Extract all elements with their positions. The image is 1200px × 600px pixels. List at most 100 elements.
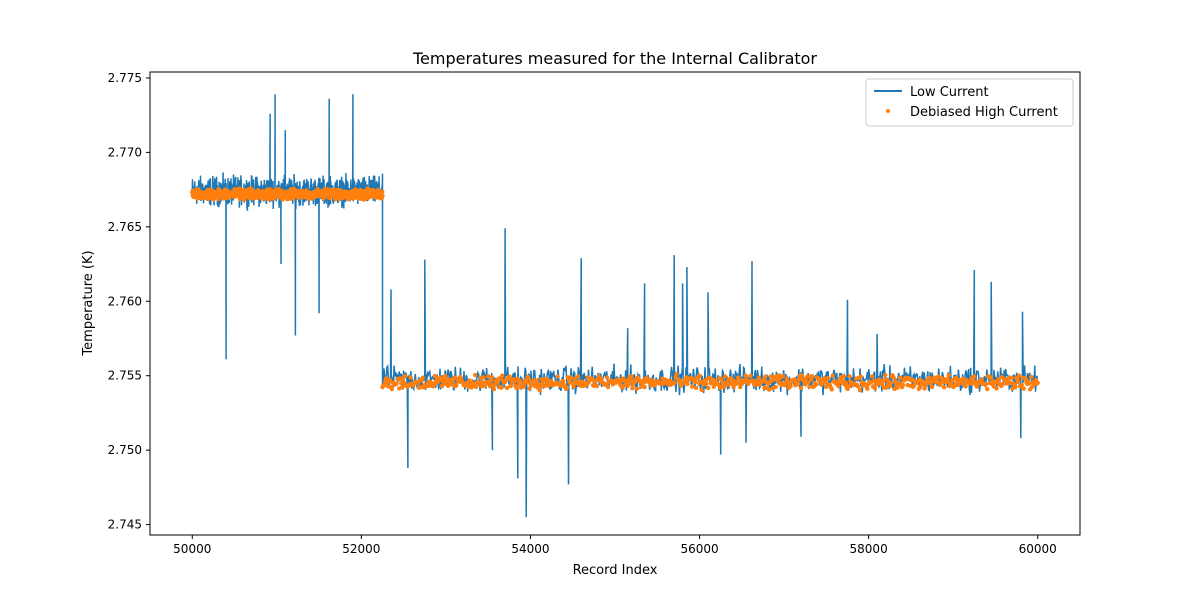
y-tick-label: 2.755 (108, 369, 142, 383)
high-current-point (843, 380, 848, 386)
high-current-point (869, 374, 875, 379)
high-current-point (725, 382, 731, 387)
high-current-point (748, 373, 753, 379)
high-current-point (537, 388, 542, 393)
high-current-point (1013, 384, 1018, 389)
plot-area (190, 94, 1040, 518)
x-tick-label: 50000 (173, 542, 211, 556)
high-current-point (458, 376, 464, 381)
high-current-point (420, 375, 425, 380)
high-current-point (736, 377, 742, 382)
high-current-point (521, 384, 526, 389)
high-current-point (763, 374, 768, 379)
high-current-point (376, 187, 381, 193)
axes-frame (149, 71, 1081, 536)
high-current-point (693, 385, 699, 390)
high-current-point (938, 382, 943, 388)
legend-label-high-current: Debiased High Current (910, 105, 1058, 120)
high-current-point (865, 386, 870, 391)
high-current-point (569, 375, 574, 381)
high-current-point (508, 383, 513, 389)
high-current-point (994, 386, 999, 391)
high-current-point (531, 378, 536, 383)
high-current-point (526, 376, 531, 381)
high-current-point (731, 385, 736, 390)
y-axis: 2.745 2.750 2.755 2.760 2.765 2.770 2.775 (108, 71, 150, 532)
high-current-point (674, 372, 679, 377)
high-current-point (504, 385, 510, 391)
high-current-point (454, 382, 459, 388)
high-current-point (872, 386, 878, 391)
high-current-point (722, 374, 728, 379)
high-current-point (527, 386, 532, 391)
x-axis-label: Record Index (573, 563, 658, 578)
high-current-point (888, 380, 893, 386)
high-current-point (394, 381, 399, 387)
high-current-point (225, 188, 231, 194)
high-current-point (542, 383, 547, 389)
high-current-point (444, 376, 450, 381)
legend-box (865, 78, 1074, 127)
high-current-point (985, 386, 990, 392)
high-current-point (881, 378, 886, 383)
high-current-point (629, 374, 634, 379)
high-current-point (984, 381, 989, 387)
high-current-point (719, 377, 724, 382)
high-current-point (829, 387, 834, 392)
legend: Low Current Debiased High Current (865, 78, 1074, 127)
high-current-point (672, 380, 677, 385)
high-current-point (836, 383, 841, 389)
high-current-point (795, 381, 801, 386)
high-current-point (923, 383, 928, 388)
high-current-point (599, 376, 604, 382)
x-tick-label: 56000 (680, 542, 718, 556)
high-current-point (780, 373, 786, 379)
high-current-point (1023, 377, 1028, 382)
high-current-point (971, 374, 977, 379)
high-current-point (400, 385, 405, 390)
y-axis-label: Temperature (K) (81, 250, 96, 356)
high-current-point (486, 374, 491, 379)
high-current-point (634, 386, 640, 391)
high-current-point (773, 384, 778, 390)
high-current-point (813, 382, 819, 387)
high-current-point (900, 382, 906, 388)
high-current-point (1021, 386, 1026, 391)
high-current-point (196, 187, 201, 192)
x-tick-label: 60000 (1019, 542, 1057, 556)
y-tick-label: 2.750 (108, 443, 142, 457)
high-current-point (735, 380, 740, 385)
high-current-point (481, 375, 486, 380)
high-current-point (575, 374, 581, 379)
high-current-point (1016, 373, 1022, 378)
high-current-point (500, 373, 505, 378)
high-current-point (514, 385, 519, 391)
high-current-point (996, 376, 1001, 382)
high-current-point (963, 384, 968, 389)
y-tick-label: 2.745 (108, 518, 142, 532)
x-tick-label: 58000 (850, 542, 888, 556)
x-tick-label: 54000 (511, 542, 549, 556)
high-current-point (473, 372, 478, 378)
high-current-point (619, 385, 625, 390)
high-current-point (380, 189, 385, 194)
high-current-point (798, 385, 804, 391)
high-current-point (897, 375, 903, 380)
high-current-point (737, 384, 743, 390)
high-current-point (517, 378, 523, 384)
high-current-point (929, 384, 935, 390)
high-current-point (841, 374, 847, 379)
high-current-point (1019, 382, 1024, 388)
high-current-point (507, 374, 512, 379)
high-current-point (561, 379, 566, 384)
high-current-point (756, 375, 761, 380)
y-tick-label: 2.775 (108, 71, 142, 85)
high-current-point (389, 386, 395, 392)
high-current-point (534, 378, 540, 383)
high-current-point (1029, 374, 1034, 380)
high-current-point (628, 378, 633, 384)
high-current-point (792, 377, 797, 382)
y-tick-label: 2.765 (108, 220, 142, 234)
high-current-point (716, 382, 721, 387)
high-current-point (743, 373, 748, 378)
